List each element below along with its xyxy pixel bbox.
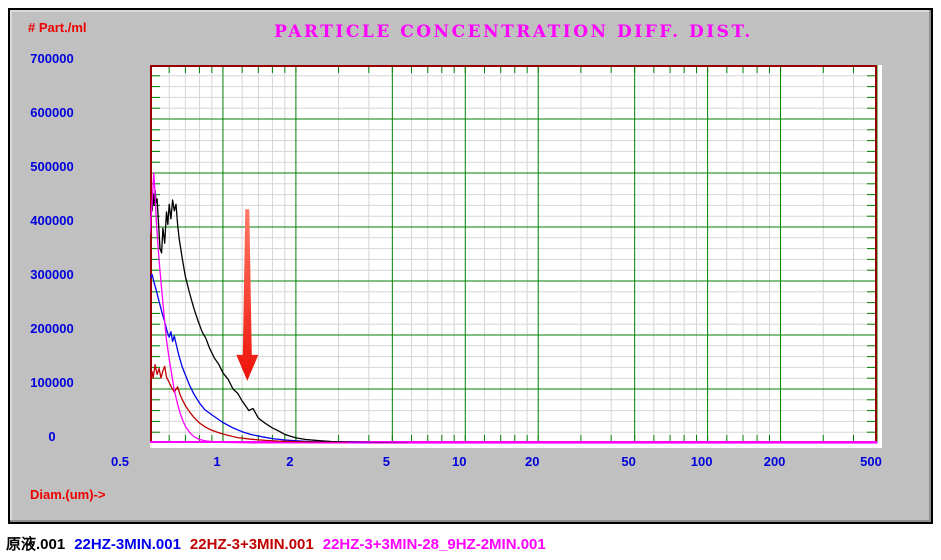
x-tick-label: 1 (213, 454, 221, 469)
chart-panel: # Part./ml PARTICLE CONCENTRATION DIFF. … (8, 8, 933, 524)
x-tick-label: 10 (452, 454, 467, 469)
legend-item-1: 22HZ-3MIN.001 (74, 536, 181, 553)
x-tick-label: 200 (763, 454, 786, 469)
y-axis-title: # Part./ml (28, 20, 87, 35)
red-arrow-annotation (236, 209, 259, 381)
series-line-0 (151, 189, 409, 444)
y-tick-label: 700000 (30, 51, 74, 66)
series-line-1 (150, 273, 375, 444)
x-tick-label: 5 (382, 454, 390, 469)
y-tick-label: 600000 (30, 105, 74, 120)
series-line-3 (150, 172, 878, 444)
legend-item-3: 22HZ-3+3MIN-28_9HZ-2MIN.001 (322, 536, 546, 553)
y-tick-label: 0 (48, 429, 56, 444)
y-tick-label: 300000 (30, 267, 74, 282)
y-tick-label: 100000 (30, 375, 74, 390)
plot-background (150, 65, 882, 448)
plot-area (150, 65, 882, 448)
x-tick-label: 100 (690, 454, 713, 469)
x-tick-label: 500 (860, 454, 882, 469)
y-tick-label: 200000 (30, 321, 74, 336)
series-line-2 (150, 364, 350, 444)
plot-border (150, 65, 877, 443)
minor-gridlines (150, 65, 877, 443)
x-axis-title: Diam.(um)-> (30, 487, 106, 502)
y-tick-label: 500000 (30, 159, 74, 174)
legend-item-2: 22HZ-3+3MIN.001 (189, 536, 314, 553)
major-gridlines (150, 65, 878, 443)
chart-title: PARTICLE CONCENTRATION DIFF. DIST. (274, 22, 753, 42)
x-tick-label: 50 (621, 454, 636, 469)
x-tick-label: 20 (524, 454, 540, 469)
legend: 原液.001 22HZ-3MIN.001 22HZ-3+3MIN.001 22HZ-3… (6, 533, 936, 553)
x-tick-label: 2 (286, 454, 294, 469)
x-tick-label: 0.5 (110, 454, 130, 469)
legend-item-0: 原液.001 (6, 536, 66, 553)
y-tick-label: 400000 (30, 213, 74, 228)
